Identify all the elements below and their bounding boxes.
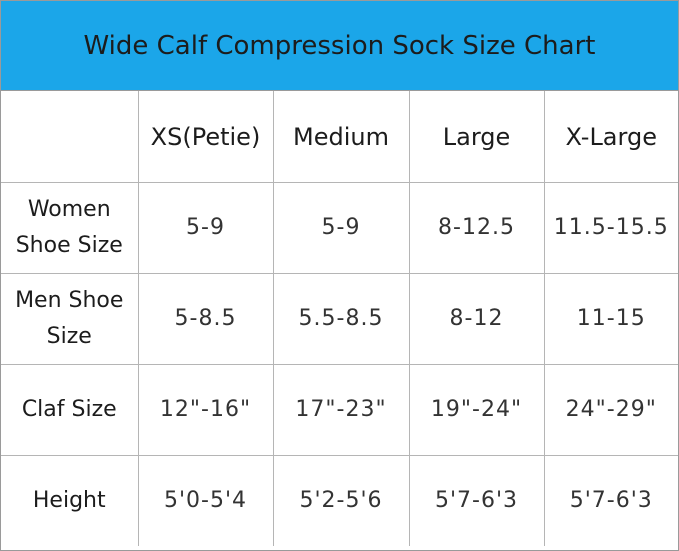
size-value: 8-12.5 (408, 182, 545, 274)
row-label: Women Shoe Size (1, 182, 139, 274)
column-header: Large (408, 91, 545, 183)
corner-cell (1, 91, 139, 183)
size-value: 5-8.5 (137, 273, 274, 365)
column-header: Medium (272, 91, 410, 183)
size-value: 5'2-5'6 (272, 455, 410, 546)
size-value: 11-15 (543, 273, 678, 365)
size-table: XS(Petie) Medium Large X-Large Women Shoe Si… (1, 91, 678, 546)
size-row: Men Shoe Size 5-8.5 5.5-8.5 8-12 11-15 (1, 273, 678, 365)
size-value: 8-12 (408, 273, 545, 365)
row-label: Men Shoe Size (1, 273, 139, 365)
size-row: Women Shoe Size 5-9 5-9 8-12.5 11.5-15.5 (1, 182, 678, 274)
size-value: 24"-29" (543, 364, 678, 456)
size-value: 11.5-15.5 (543, 182, 678, 274)
size-row: Height 5'0-5'4 5'2-5'6 5'7-6'3 5'7-6'3 (1, 455, 678, 546)
row-label: Claf Size (1, 364, 139, 456)
size-value: 19"-24" (408, 364, 545, 456)
size-value: 5-9 (137, 182, 274, 274)
size-value: 12"-16" (137, 364, 274, 456)
column-header: XS(Petie) (137, 91, 274, 183)
column-header: X-Large (543, 91, 678, 183)
size-value: 5-9 (272, 182, 410, 274)
row-label: Height (1, 455, 139, 546)
size-row: Claf Size 12"-16" 17"-23" 19"-24" 24"-29" (1, 364, 678, 456)
size-value: 17"-23" (272, 364, 410, 456)
size-value: 5'0-5'4 (137, 455, 274, 546)
size-value: 5'7-6'3 (543, 455, 678, 546)
title: Wide Calf Compression Sock Size Chart (1, 1, 678, 91)
header-row: XS(Petie) Medium Large X-Large (1, 91, 678, 183)
size-value: 5.5-8.5 (272, 273, 410, 365)
size-value: 5'7-6'3 (408, 455, 545, 546)
